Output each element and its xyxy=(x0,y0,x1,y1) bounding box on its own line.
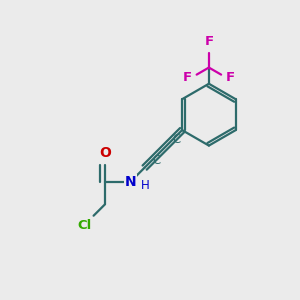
Text: O: O xyxy=(99,146,111,160)
Text: C: C xyxy=(152,154,160,167)
Text: C: C xyxy=(172,133,181,146)
Text: F: F xyxy=(204,35,214,48)
Text: H: H xyxy=(141,179,150,192)
Text: F: F xyxy=(183,71,192,84)
Text: F: F xyxy=(226,71,235,84)
Text: Cl: Cl xyxy=(78,219,92,232)
Text: N: N xyxy=(124,175,136,189)
